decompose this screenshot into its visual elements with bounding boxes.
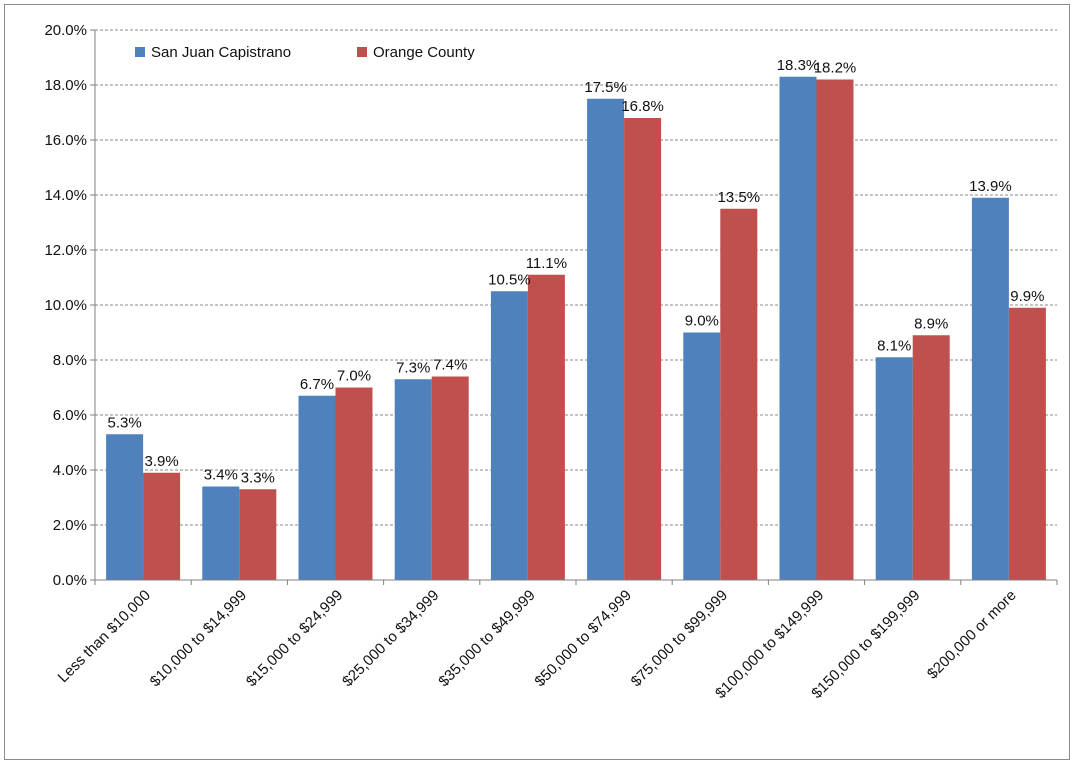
data-labels: 5.3% 3.9% 3.4% 3.3% 6.7% 7.0% 7.3% 7.4% 10.5%11.… — [107, 57, 1044, 487]
x-tick-label: $150,000 to $199,999 — [808, 587, 923, 702]
bar-orange-county — [720, 208, 758, 580]
bars — [106, 76, 1046, 580]
x-axis-tick-labels: Less than $10,000$10,000 to $14,999$15,0… — [55, 587, 1020, 702]
x-tick-label: Less than $10,000 — [55, 587, 154, 686]
bar-san-juan-capistrano — [298, 395, 336, 580]
y-tick-label: 0.0% — [53, 572, 87, 589]
y-tick-label: 16.0% — [44, 132, 87, 149]
x-tick-label: $15,000 to $24,999 — [243, 587, 346, 690]
x-tick-label: $10,000 to $14,999 — [147, 587, 250, 690]
data-label: 18.3% — [777, 57, 820, 74]
x-tick-label: $200,000 or more — [924, 587, 1020, 683]
data-label: 18.2% — [814, 60, 857, 77]
y-tick-label: 12.0% — [44, 242, 87, 259]
bar-orange-county — [1008, 307, 1046, 580]
y-tick-label: 20.0% — [44, 22, 87, 39]
data-label: 17.5% — [584, 79, 627, 96]
legend: San Juan Capistrano Orange County — [135, 44, 475, 61]
bar-san-juan-capistrano — [587, 98, 625, 580]
legend-label: San Juan Capistrano — [151, 44, 291, 61]
bar-orange-county — [816, 79, 854, 580]
data-label: 8.1% — [877, 337, 911, 354]
bar-orange-county — [143, 472, 181, 580]
data-label: 3.3% — [241, 469, 275, 486]
y-tick-label: 6.0% — [53, 407, 87, 424]
data-label: 13.9% — [969, 178, 1012, 195]
data-label: 11.1% — [526, 255, 567, 272]
x-tick-label: $75,000 to $99,999 — [628, 587, 731, 690]
y-tick-label: 8.0% — [53, 352, 87, 369]
data-label: 5.3% — [107, 414, 141, 431]
gridlines — [95, 29, 1057, 526]
data-label: 16.8% — [621, 98, 664, 115]
bar-orange-county — [912, 335, 950, 580]
axes — [90, 29, 1058, 585]
data-label: 9.9% — [1010, 288, 1044, 305]
y-axis-tick-labels: 0.0% 2.0% 4.0% 6.0% 8.0% 10.0% 12.0% 14.0% 16.0%… — [44, 22, 87, 589]
chart-frame: 0.0% 2.0% 4.0% 6.0% 8.0% 10.0% 12.0% 14.0% 16.0%… — [4, 4, 1070, 760]
bar-san-juan-capistrano — [779, 76, 817, 580]
data-label: 7.0% — [337, 368, 371, 385]
legend-swatch — [357, 47, 367, 57]
bar-orange-county — [431, 376, 469, 580]
x-tick-label: $35,000 to $49,999 — [435, 587, 538, 690]
data-label: 3.9% — [144, 453, 178, 470]
bar-orange-county — [527, 274, 565, 580]
data-label: 8.9% — [914, 315, 948, 332]
bar-orange-county — [239, 489, 277, 580]
bar-san-juan-capistrano — [394, 379, 432, 580]
bar-orange-county — [335, 387, 373, 580]
x-tick-label: $50,000 to $74,999 — [531, 587, 634, 690]
bar-san-juan-capistrano — [683, 332, 721, 580]
x-tick-label: $100,000 to $149,999 — [712, 587, 827, 702]
data-label: 7.3% — [396, 359, 430, 376]
y-tick-label: 18.0% — [44, 77, 87, 94]
bar-san-juan-capistrano — [875, 357, 913, 580]
bar-orange-county — [624, 118, 662, 580]
bar-san-juan-capistrano — [202, 486, 240, 580]
data-label: 13.5% — [718, 189, 761, 206]
y-tick-label: 10.0% — [44, 297, 87, 314]
x-tick-label: $25,000 to $34,999 — [339, 587, 442, 690]
data-label: 10.5% — [488, 271, 531, 288]
y-tick-label: 14.0% — [44, 187, 87, 204]
y-tick-label: 2.0% — [53, 517, 87, 534]
bar-san-juan-capistrano — [106, 434, 144, 580]
bar-san-juan-capistrano — [971, 197, 1009, 580]
y-tick-label: 4.0% — [53, 462, 87, 479]
legend-label: Orange County — [373, 44, 475, 61]
income-distribution-chart: 0.0% 2.0% 4.0% 6.0% 8.0% 10.0% 12.0% 14.0% 16.0%… — [44, 22, 1058, 702]
data-label: 9.0% — [685, 313, 719, 330]
bar-san-juan-capistrano — [490, 291, 528, 580]
data-label: 7.4% — [433, 357, 467, 374]
legend-swatch — [135, 47, 145, 57]
data-label: 6.7% — [300, 376, 334, 393]
data-label: 3.4% — [204, 467, 238, 484]
